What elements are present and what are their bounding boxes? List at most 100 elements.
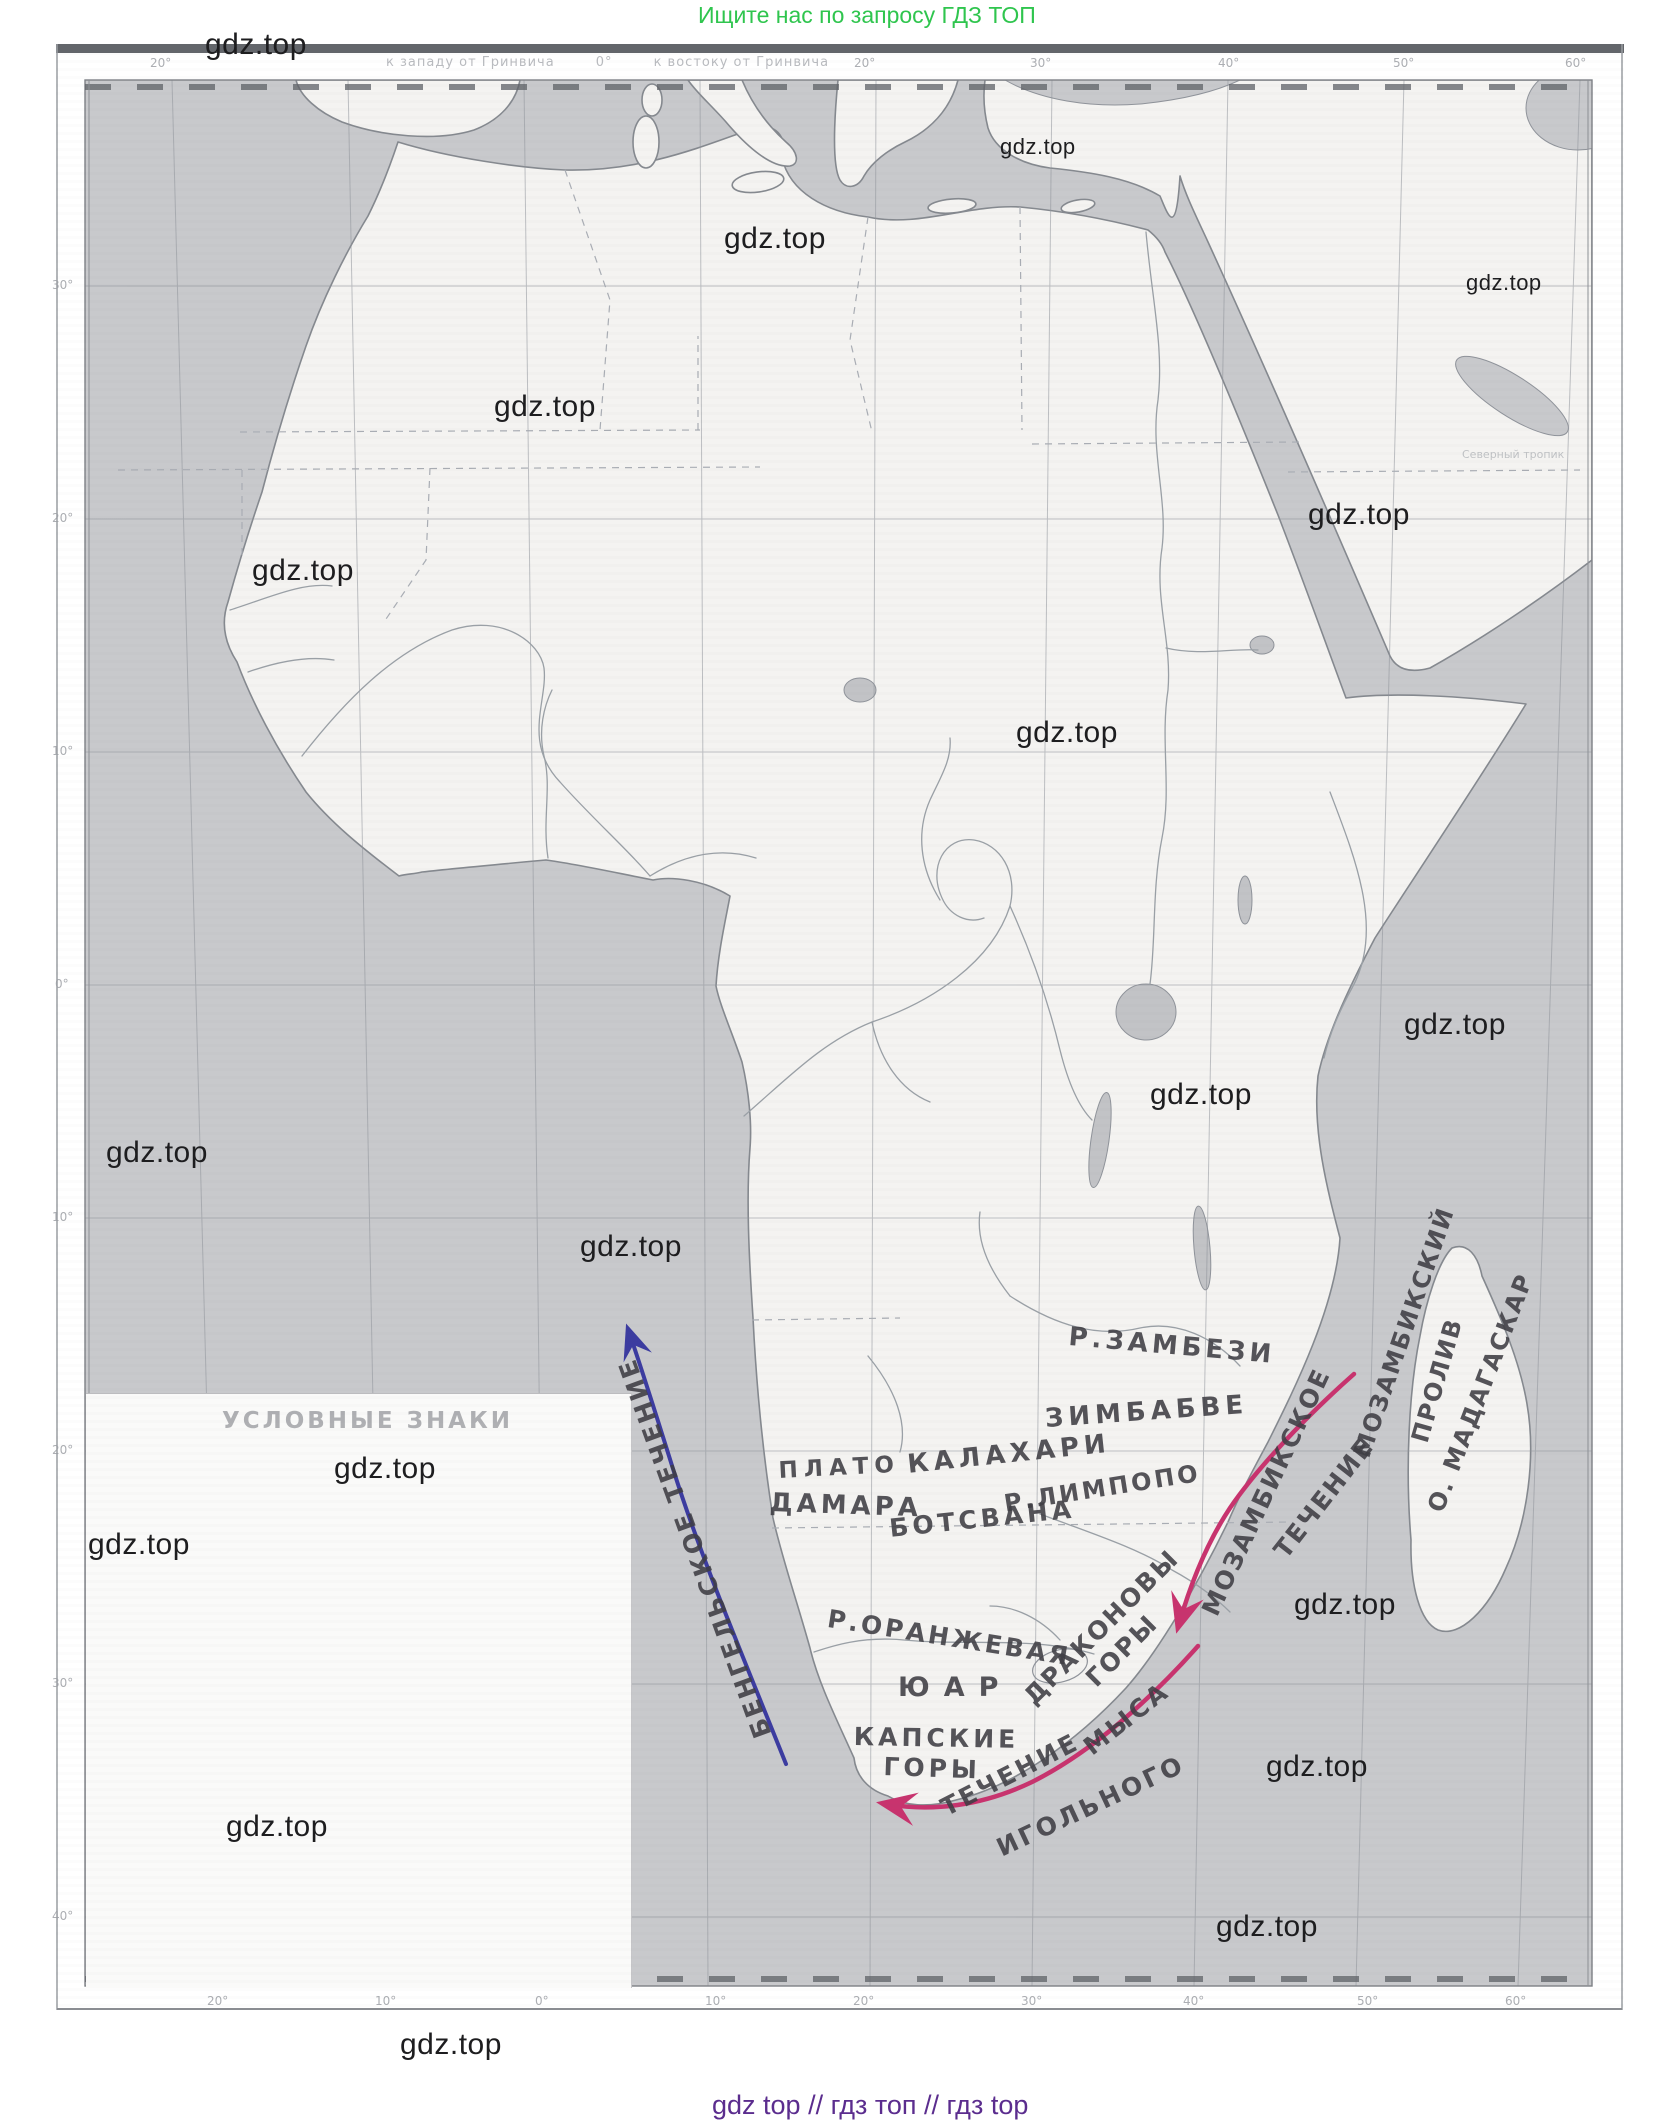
blue-nile <box>1165 647 1259 653</box>
legend-title: УСЛОВНЫЕ ЗНАКИ <box>222 1408 514 1434</box>
benue-river <box>649 852 757 877</box>
watermark: gdz.top <box>88 1528 190 1561</box>
niger-river <box>301 624 651 877</box>
degree-label-bottom: 0° <box>535 1994 549 2008</box>
watermark: gdz.top <box>1150 1078 1252 1111</box>
congo-river <box>743 839 1013 1117</box>
ubangi-river <box>921 737 951 901</box>
map-outer-top-band <box>56 44 1624 53</box>
benguela-current-arrow <box>623 1323 788 1766</box>
upper-zambezi <box>978 1211 1011 1297</box>
watermark: gdz.top <box>334 1452 436 1485</box>
italy <box>687 80 798 167</box>
watermark: gdz.top <box>205 28 307 61</box>
watermark: gdz.top <box>580 1230 682 1263</box>
africa-coastline <box>223 125 1527 1806</box>
degree-label-top: 50° <box>1393 56 1415 70</box>
lake-turkana <box>1237 875 1253 925</box>
corsica <box>641 83 663 117</box>
tropic-of-capricorn <box>771 1521 1293 1529</box>
lake-victoria <box>1115 983 1177 1041</box>
tropic-of-cancer-east <box>1287 469 1581 473</box>
watermark: gdz.top <box>106 1136 208 1169</box>
degree-label-top: 20° <box>854 56 876 70</box>
landmasses <box>223 80 1592 1806</box>
label-cape-mountains-1: КАПСКИЕ <box>853 1722 1020 1754</box>
watermark: gdz.top <box>400 2028 502 2061</box>
lesotho-border <box>1032 1648 1088 1684</box>
map-neatline <box>84 79 1593 1987</box>
promo-top-text: Ищите нас по запросу ГДЗ ТОП <box>698 2 1036 28</box>
degree-label-top: 40° <box>1218 56 1240 70</box>
volta-river <box>540 689 553 859</box>
mozambique-current-arrow <box>1171 1371 1357 1634</box>
label-south-africa: ЮАР <box>898 1672 1013 1703</box>
watermark: gdz.top <box>1308 498 1410 531</box>
lualaba-river <box>1009 905 1093 1121</box>
crete <box>927 197 977 215</box>
watermark: gdz.top <box>1466 270 1542 295</box>
sicily <box>731 170 785 194</box>
degree-label-top: 20° <box>150 56 172 70</box>
watermark: gdz.top <box>1266 1750 1368 1783</box>
degree-label-left: 10° <box>52 1210 74 1224</box>
lake-tana <box>1249 635 1275 655</box>
degree-label-left: 30° <box>52 1676 74 1690</box>
nile-river <box>1145 231 1170 985</box>
gambia-river <box>247 657 335 673</box>
degree-label-bottom: 40° <box>1183 1994 1205 2008</box>
degree-label-top: 60° <box>1565 56 1587 70</box>
degree-label-bottom: 60° <box>1505 1994 1527 2008</box>
watermark: gdz.top <box>1216 1910 1318 1943</box>
lake-chad <box>843 677 877 703</box>
degree-label-bottom: 10° <box>705 1994 727 2008</box>
kasai-river <box>871 1021 931 1103</box>
degree-label-left: 30° <box>52 278 74 292</box>
cyprus <box>1060 198 1096 214</box>
juba-river <box>1323 791 1367 1059</box>
rivers <box>229 231 1367 1655</box>
watermark: gdz.top <box>252 554 354 587</box>
sardinia <box>632 115 660 169</box>
degree-label-bottom: 20° <box>207 1994 229 2008</box>
degree-label-bottom: 30° <box>1021 1994 1043 2008</box>
iberia <box>295 80 521 138</box>
degree-label-left: 20° <box>52 1443 74 1457</box>
lake-tanganyika <box>1088 1091 1112 1189</box>
watermark: gdz.top <box>1294 1588 1396 1621</box>
watermark: gdz.top <box>1016 716 1118 749</box>
senegal-river <box>229 584 333 611</box>
greece <box>833 80 959 188</box>
watermark: gdz.top <box>494 390 596 423</box>
watermark: gdz.top <box>226 1810 328 1843</box>
tropic-of-cancer-label: Северный тропик <box>1462 448 1565 461</box>
asia-arabia <box>983 80 1592 672</box>
degree-label-left: 40° <box>52 1909 74 1923</box>
orange-river <box>813 1638 1095 1655</box>
dashed-borders <box>117 169 1581 1529</box>
degree-label-bottom: 20° <box>853 1994 875 2008</box>
tropic-of-cancer-west <box>117 466 761 471</box>
degree-label-bottom: 10° <box>375 1994 397 2008</box>
okavango-river <box>867 1355 904 1453</box>
degree-label-top: 30° <box>1030 56 1052 70</box>
current-arrows <box>623 1323 1357 1826</box>
promo-bottom-text: gdz top // гдз топ // гдз top <box>712 2090 1029 2120</box>
watermark: gdz.top <box>1000 134 1076 159</box>
persian-gulf <box>1455 355 1569 437</box>
greenwich-header-note: к западу от Гринвича 0° к востоку от Гри… <box>386 55 830 70</box>
agulhas-current-arrow <box>876 1643 1201 1826</box>
vaal-river <box>989 1605 1061 1641</box>
limpopo-river <box>1039 1513 1231 1613</box>
degree-label-left: 10° <box>52 744 74 758</box>
degree-label-left: 0° <box>55 977 69 991</box>
degree-label-bottom: 50° <box>1357 1994 1379 2008</box>
legend-box: УСЛОВНЫЕ ЗНАКИ <box>86 1393 632 1988</box>
watermark: gdz.top <box>1404 1008 1506 1041</box>
madagascar-island <box>1407 1245 1532 1633</box>
zambezi-river <box>1009 1295 1241 1367</box>
watermark: gdz.top <box>724 222 826 255</box>
degree-label-left: 20° <box>52 511 74 525</box>
